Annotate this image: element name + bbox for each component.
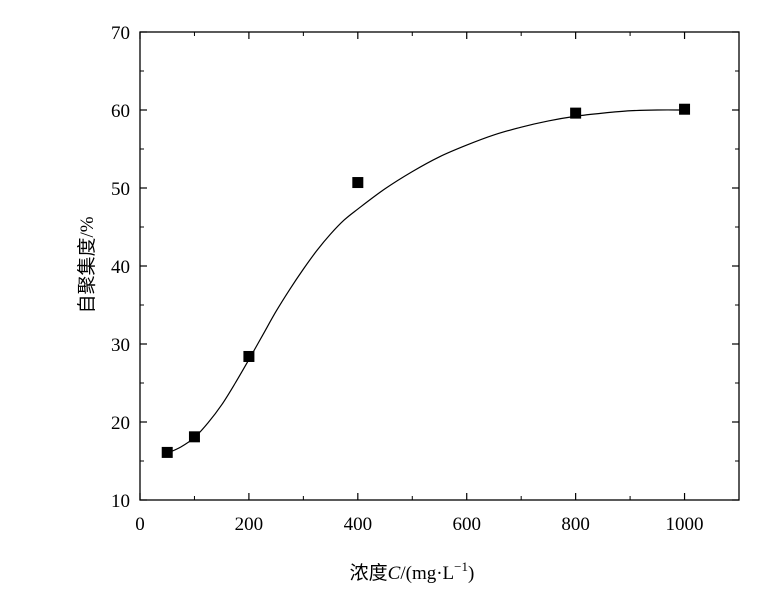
minor-ticks [140, 32, 739, 500]
y-tick-label: 40 [111, 257, 130, 278]
y-tick-labels: 10 20 30 40 50 60 70 [111, 23, 130, 512]
major-ticks [139, 31, 739, 501]
x-tick-label: 200 [235, 514, 264, 535]
plot-frame [139, 31, 740, 501]
x-axis-title-exponent: −1 [454, 559, 468, 574]
x-axis-title-close: ) [468, 563, 474, 584]
x-tick-label: 400 [344, 514, 373, 535]
x-tick-label: 0 [135, 514, 145, 535]
y-tick-label: 30 [111, 335, 130, 356]
x-axis-title: 浓度C/(mg·L−1) [350, 559, 475, 584]
data-point [352, 177, 364, 189]
y-tick-label: 20 [111, 413, 130, 434]
y-tick-label: 60 [111, 101, 130, 122]
x-tick-labels: 0 200 400 600 800 1000 [135, 514, 703, 535]
y-tick-label: 50 [111, 179, 130, 200]
x-tick-label: 800 [561, 514, 590, 535]
data-point [570, 107, 582, 119]
data-point [161, 446, 173, 458]
x-tick-label: 600 [452, 514, 481, 535]
x-axis-title-prefix: 浓度 [350, 562, 388, 584]
x-tick-label: 1000 [666, 514, 704, 535]
y-axis-title: 自聚集度/% [76, 216, 98, 313]
data-point [188, 431, 200, 443]
data-point [679, 103, 691, 115]
data-point [243, 350, 255, 362]
x-axis-title-variable: C [388, 563, 401, 584]
x-axis-title-unit: /(mg·L [400, 563, 454, 584]
fit-curve [166, 109, 685, 454]
y-tick-label: 70 [111, 23, 130, 44]
data-points [161, 103, 691, 458]
y-tick-label: 10 [111, 491, 130, 512]
